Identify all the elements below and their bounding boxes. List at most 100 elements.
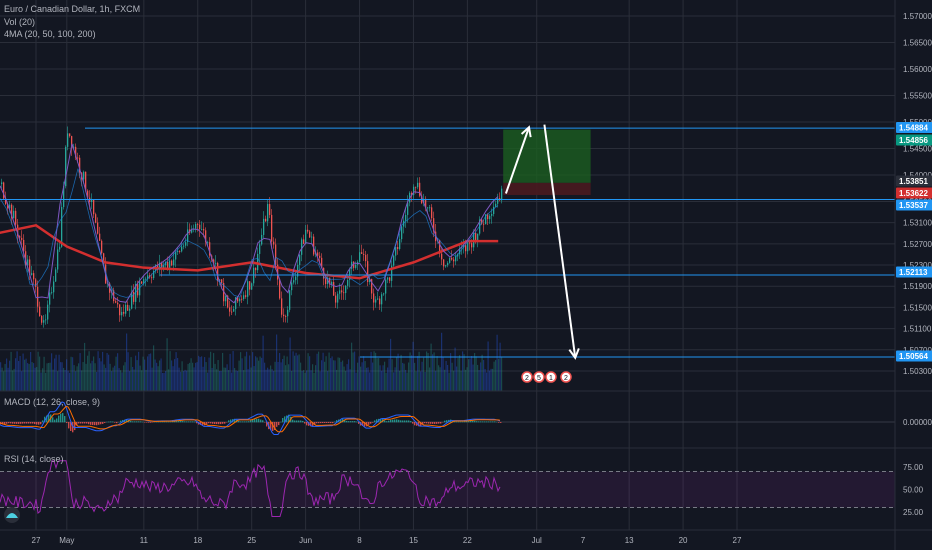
candle-body: [495, 203, 497, 207]
candle-body: [99, 233, 101, 241]
macd-hist-bar: [206, 422, 208, 425]
volume-bar: [282, 358, 284, 391]
candle-body: [307, 229, 309, 232]
candle-body: [259, 244, 261, 254]
volume-bar: [0, 362, 2, 391]
volume-bar: [297, 355, 299, 391]
candle-body: [19, 235, 21, 238]
tradingview-logo-icon[interactable]: [4, 507, 20, 523]
candle-body: [29, 259, 31, 275]
candle-body: [461, 247, 463, 249]
symbol-title[interactable]: Euro / Canadian Dollar, 1h, FXCM: [4, 4, 141, 14]
volume-bar: [267, 367, 269, 391]
macd-legend[interactable]: MACD (12, 26, close, 9): [4, 397, 101, 407]
rsi-band: [0, 471, 895, 508]
volume-bar: [384, 361, 386, 391]
macd-hist-bar: [104, 422, 106, 423]
macd-hist-bar: [368, 422, 370, 425]
candle-body: [217, 262, 219, 282]
macd-hist-bar: [350, 421, 352, 423]
horizontal-levels[interactable]: [0, 127, 895, 358]
rsi-legend[interactable]: RSI (14, close): [4, 454, 64, 464]
volume-bar: [244, 356, 246, 391]
macd-hist-bar: [322, 422, 324, 424]
candle-body: [245, 295, 247, 297]
volume-bar: [483, 360, 485, 391]
volume-bar: [231, 372, 233, 391]
moving-averages: [0, 143, 499, 304]
candle-body: [369, 279, 371, 283]
volume-bar: [69, 372, 71, 391]
macd-hist-bar: [246, 421, 248, 423]
volume-bar: [300, 362, 302, 391]
volume-bar: [121, 372, 123, 391]
macd-hist-bar: [94, 422, 96, 426]
arrow-up[interactable]: [504, 126, 530, 194]
volume-bar: [496, 334, 498, 391]
macd-hist-bar: [74, 422, 76, 431]
candle-body: [49, 292, 51, 305]
macd-hist-bar: [346, 420, 348, 423]
macd-hist-bar: [200, 422, 202, 425]
candle-body: [11, 204, 13, 219]
volume-bar: [439, 367, 441, 391]
time-tick-label: 8: [357, 536, 362, 545]
volume-bar: [415, 371, 417, 391]
macd-hist-bar: [202, 422, 204, 426]
macd-hist-bar: [76, 422, 78, 426]
volume-legend[interactable]: Vol (20): [4, 17, 36, 27]
volume-bar: [109, 363, 111, 391]
volume-bar: [81, 370, 83, 391]
event-marker-icon: [521, 371, 533, 383]
macd-hist-bar: [32, 422, 34, 424]
candle-body: [37, 286, 39, 307]
candle-body: [143, 279, 145, 284]
candle-body: [417, 182, 419, 188]
volume-bar: [333, 360, 335, 391]
event-markers[interactable]: 2 5 1 2: [521, 371, 572, 383]
candle-body: [377, 298, 379, 300]
candle-body: [317, 252, 319, 256]
candle-body: [75, 146, 77, 158]
volume-bar: [198, 355, 200, 391]
time-axis[interactable]: 27 May 11 18 25 Jun 8 15 22 Jul 13 20 27 7: [32, 536, 742, 545]
volume-bar: [249, 355, 251, 391]
volume-bar: [208, 357, 210, 391]
volume-bar: [271, 369, 273, 391]
macd-hist-bar: [440, 422, 442, 424]
volume-bar: [172, 366, 174, 391]
volume-bar: [489, 370, 491, 391]
volume-bar: [453, 370, 455, 391]
candle-body: [145, 278, 147, 280]
volume-bar: [388, 358, 390, 391]
macd-hist-bar: [230, 419, 232, 423]
volume-bar: [364, 361, 366, 391]
macd-hist-bar: [136, 421, 138, 423]
projection-arrows[interactable]: [504, 124, 580, 360]
volume-bar: [478, 370, 480, 391]
volume-bar: [166, 338, 168, 391]
arrow-down[interactable]: [543, 124, 577, 358]
candle-body: [243, 295, 245, 300]
volume-bar: [145, 369, 147, 391]
macd-hist-bar: [464, 421, 466, 423]
ma-legend[interactable]: 4MA (20, 50, 100, 200): [4, 29, 96, 39]
volume-bar: [175, 352, 177, 391]
volume-bar: [105, 367, 107, 391]
volume-bar: [484, 369, 486, 391]
candle-body: [497, 198, 499, 204]
volume-bar: [486, 372, 488, 391]
candle-body: [131, 291, 133, 309]
candle-body: [117, 302, 119, 305]
macd-hist-bar: [354, 421, 356, 423]
macd-hist-bar: [8, 422, 10, 424]
volume-bar: [301, 370, 303, 391]
volume-bar: [55, 354, 57, 391]
macd-hist-bar: [88, 422, 90, 425]
price-tick-label: 1.52700: [903, 240, 932, 249]
candle-body: [333, 282, 335, 296]
macd-hist-bar: [186, 421, 188, 423]
macd-hist-bar: [64, 416, 66, 423]
volume-bar: [84, 342, 86, 391]
